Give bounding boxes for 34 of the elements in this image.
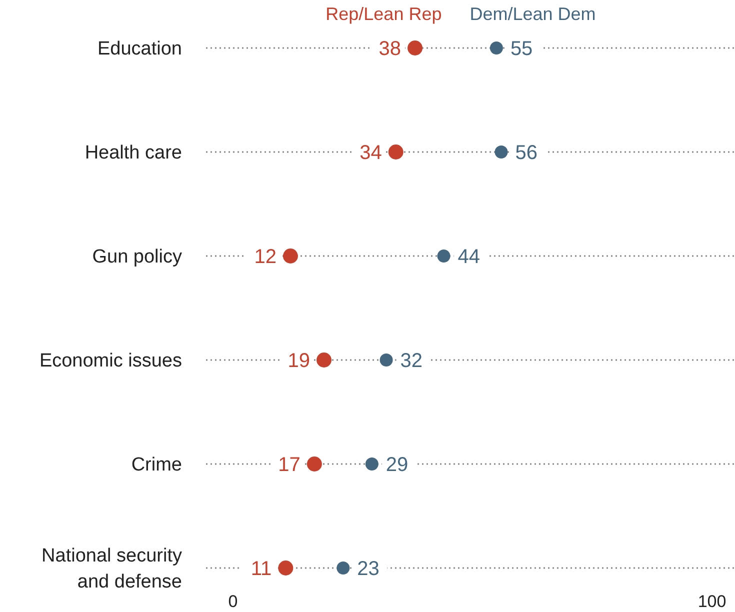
data-label: 29 bbox=[386, 454, 408, 476]
x-tick-label: 0 bbox=[228, 592, 238, 611]
point bbox=[306, 456, 322, 472]
y-tick-label: Education bbox=[97, 38, 182, 60]
point bbox=[336, 562, 350, 574]
data-label: 55 bbox=[510, 38, 533, 60]
data-label: 17 bbox=[278, 454, 300, 476]
data-label: 12 bbox=[254, 246, 276, 268]
data-label: 38 bbox=[378, 38, 402, 60]
data-label: 34 bbox=[360, 142, 382, 164]
y-tick-label: Gun policy bbox=[92, 246, 182, 268]
y-tick-label: National security and defense bbox=[42, 546, 182, 593]
data-label: 44 bbox=[458, 246, 480, 268]
point bbox=[380, 354, 393, 366]
data-label: 11 bbox=[250, 558, 272, 580]
data-label: 56 bbox=[515, 142, 538, 164]
point bbox=[388, 144, 404, 160]
x-tick-label: 100 bbox=[698, 592, 726, 611]
point bbox=[437, 250, 450, 262]
data-label: 19 bbox=[288, 350, 310, 372]
data-label: 23 bbox=[357, 558, 380, 580]
series-label: Dem/Lean Dem bbox=[470, 4, 596, 24]
point bbox=[282, 248, 298, 264]
point bbox=[490, 42, 503, 54]
data-label: 32 bbox=[400, 350, 423, 372]
point bbox=[408, 40, 423, 56]
point bbox=[316, 352, 332, 368]
point bbox=[365, 458, 378, 470]
series-label: Rep/Lean Rep bbox=[326, 4, 442, 24]
y-tick-label: Health care bbox=[84, 142, 182, 164]
point bbox=[278, 560, 294, 576]
y-tick-label: Crime bbox=[131, 454, 182, 476]
y-tick-label: Economic issues bbox=[39, 350, 182, 372]
point bbox=[494, 146, 508, 158]
